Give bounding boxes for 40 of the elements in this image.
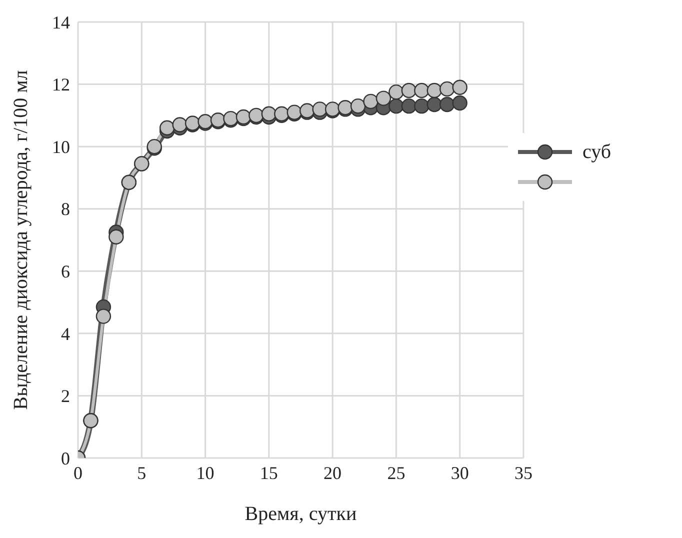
- y-tick-label: 6: [61, 262, 70, 282]
- point: [388, 84, 404, 100]
- x-tick-label: 35: [514, 462, 532, 483]
- point: [440, 96, 455, 112]
- point: [426, 82, 442, 98]
- point: [96, 308, 112, 324]
- x-tick-label: 20: [324, 462, 342, 483]
- point: [159, 120, 175, 136]
- point: [401, 82, 417, 98]
- y-tick-label: 12: [52, 74, 70, 95]
- point: [376, 90, 392, 106]
- y-tick-label: 14: [52, 12, 70, 32]
- point: [414, 98, 430, 114]
- point: [440, 81, 455, 97]
- x-tick-label: 30: [450, 462, 469, 483]
- x-tick-label: 15: [260, 462, 278, 483]
- y-tick-label: 8: [61, 199, 70, 220]
- point: [261, 106, 277, 122]
- point: [312, 102, 328, 117]
- point: [363, 94, 378, 110]
- point: [388, 98, 404, 114]
- x-tick-label: 10: [196, 462, 214, 483]
- point: [414, 82, 430, 98]
- y-tick-label: 2: [61, 386, 70, 406]
- x-tick-label: 0: [74, 462, 82, 483]
- point: [426, 96, 442, 112]
- point: [108, 229, 124, 244]
- point: [401, 98, 417, 114]
- point: [452, 80, 468, 95]
- y-axis-title: Выделение диоксида углерода, г/100 мл: [10, 70, 32, 410]
- point: [452, 95, 468, 111]
- x-tick-label: 5: [137, 462, 146, 483]
- point: [172, 117, 188, 132]
- x-axis-title: Время, сутки: [244, 503, 357, 526]
- x-tick-label: 25: [387, 462, 406, 483]
- y-tick-label: 10: [52, 136, 70, 157]
- legend-label: суб: [582, 140, 611, 164]
- y-tick-label: 4: [61, 324, 70, 344]
- point: [350, 98, 366, 114]
- y-tick-label: 0: [61, 448, 70, 468]
